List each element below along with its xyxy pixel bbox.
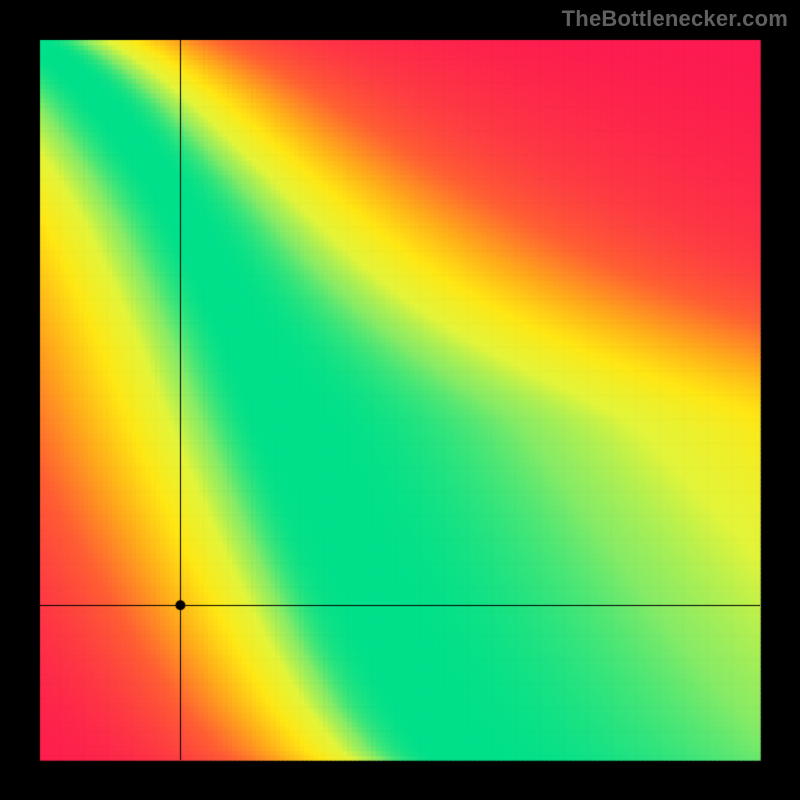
- watermark-text: TheBottlenecker.com: [562, 6, 788, 32]
- heatmap-canvas: [0, 0, 800, 800]
- chart-container: TheBottlenecker.com: [0, 0, 800, 800]
